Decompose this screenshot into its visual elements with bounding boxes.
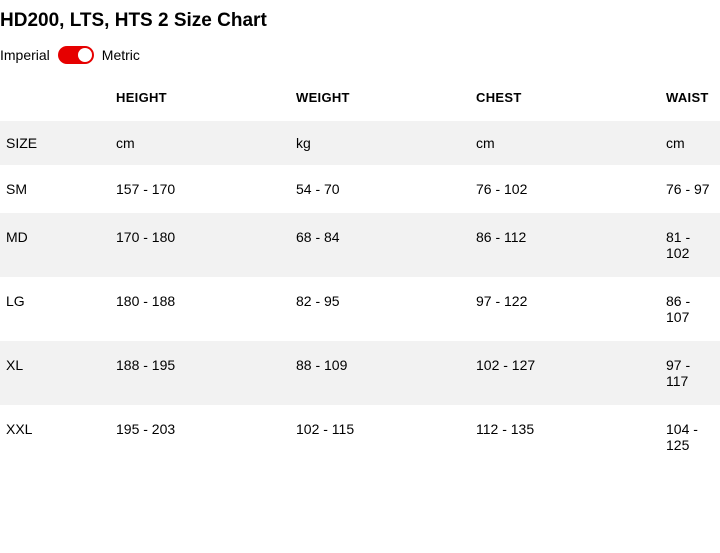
row-chest: 97 - 122 bbox=[470, 277, 660, 341]
row-height: 157 - 170 bbox=[110, 165, 290, 213]
row-size: XL bbox=[0, 341, 110, 405]
table-header-height: HEIGHT bbox=[110, 74, 290, 121]
page-title: HD200, LTS, HTS 2 Size Chart bbox=[0, 0, 720, 46]
row-size: SM bbox=[0, 165, 110, 213]
row-size: XXL bbox=[0, 405, 110, 469]
table-row: XL 188 - 195 88 - 109 102 - 127 97 - 117 bbox=[0, 341, 720, 405]
row-size: MD bbox=[0, 213, 110, 277]
table-row: XXL 195 - 203 102 - 115 112 - 135 104 - … bbox=[0, 405, 720, 469]
row-size: LG bbox=[0, 277, 110, 341]
row-weight: 54 - 70 bbox=[290, 165, 470, 213]
units-waist: cm bbox=[660, 121, 720, 165]
table-units-row: SIZE cm kg cm cm bbox=[0, 121, 720, 165]
table-header-waist: WAIST bbox=[660, 74, 720, 121]
size-chart-table: HEIGHT WEIGHT CHEST WAIST SIZE cm kg cm … bbox=[0, 74, 720, 469]
row-weight: 68 - 84 bbox=[290, 213, 470, 277]
row-waist: 81 - 102 bbox=[660, 213, 720, 277]
row-waist: 86 - 107 bbox=[660, 277, 720, 341]
row-chest: 102 - 127 bbox=[470, 341, 660, 405]
row-height: 170 - 180 bbox=[110, 213, 290, 277]
row-waist: 76 - 97 bbox=[660, 165, 720, 213]
table-header-row: HEIGHT WEIGHT CHEST WAIST bbox=[0, 74, 720, 121]
units-weight: kg bbox=[290, 121, 470, 165]
row-waist: 104 - 125 bbox=[660, 405, 720, 469]
unit-toggle-row: Imperial Metric bbox=[0, 46, 720, 74]
toggle-knob bbox=[78, 48, 92, 62]
row-chest: 76 - 102 bbox=[470, 165, 660, 213]
row-height: 188 - 195 bbox=[110, 341, 290, 405]
units-chest: cm bbox=[470, 121, 660, 165]
unit-toggle[interactable] bbox=[58, 46, 94, 64]
row-weight: 82 - 95 bbox=[290, 277, 470, 341]
row-height: 195 - 203 bbox=[110, 405, 290, 469]
unit-imperial-label[interactable]: Imperial bbox=[0, 47, 50, 63]
table-header-blank bbox=[0, 74, 110, 121]
unit-metric-label[interactable]: Metric bbox=[102, 47, 140, 63]
row-weight: 102 - 115 bbox=[290, 405, 470, 469]
table-header-chest: CHEST bbox=[470, 74, 660, 121]
row-chest: 112 - 135 bbox=[470, 405, 660, 469]
row-weight: 88 - 109 bbox=[290, 341, 470, 405]
table-row: SM 157 - 170 54 - 70 76 - 102 76 - 97 bbox=[0, 165, 720, 213]
row-height: 180 - 188 bbox=[110, 277, 290, 341]
units-size: SIZE bbox=[0, 121, 110, 165]
row-waist: 97 - 117 bbox=[660, 341, 720, 405]
table-header-weight: WEIGHT bbox=[290, 74, 470, 121]
units-height: cm bbox=[110, 121, 290, 165]
row-chest: 86 - 112 bbox=[470, 213, 660, 277]
table-row: LG 180 - 188 82 - 95 97 - 122 86 - 107 bbox=[0, 277, 720, 341]
table-row: MD 170 - 180 68 - 84 86 - 112 81 - 102 bbox=[0, 213, 720, 277]
